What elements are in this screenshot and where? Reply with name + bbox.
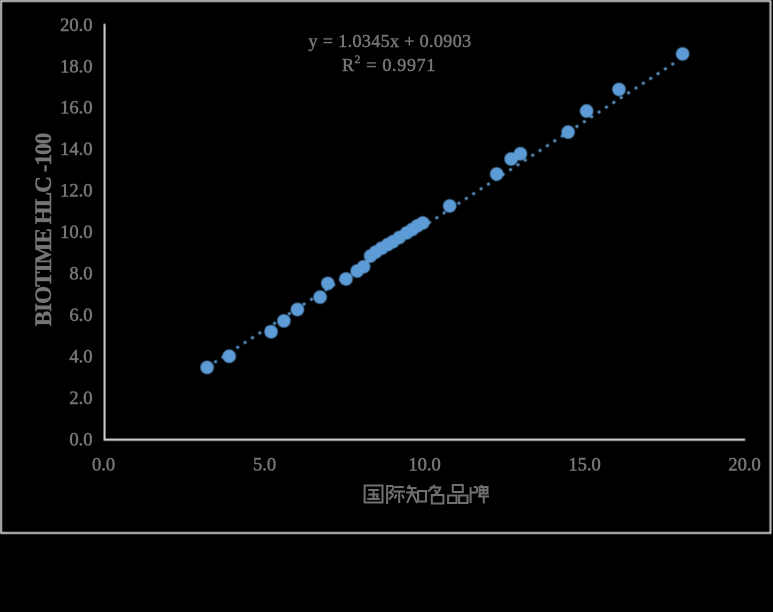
- svg-text:10.0: 10.0: [408, 455, 440, 475]
- svg-text:2.0: 2.0: [69, 389, 92, 409]
- svg-text:15.0: 15.0: [568, 455, 600, 475]
- svg-text:y = 1.0345x + 0.0903: y = 1.0345x + 0.0903: [309, 31, 472, 51]
- svg-text:18.0: 18.0: [60, 57, 92, 77]
- svg-text:16.0: 16.0: [60, 99, 92, 119]
- svg-text:4.0: 4.0: [69, 348, 92, 368]
- svg-text:0.0: 0.0: [69, 430, 92, 450]
- svg-text:6.0: 6.0: [69, 306, 92, 326]
- svg-text:14.0: 14.0: [60, 140, 92, 160]
- svg-text:12.0: 12.0: [60, 182, 92, 202]
- svg-text:0.0: 0.0: [92, 455, 115, 475]
- svg-text:10.0: 10.0: [60, 223, 92, 243]
- svg-text:20.0: 20.0: [60, 16, 92, 36]
- svg-text:R2 = 0.9971: R2 = 0.9971: [342, 54, 436, 75]
- svg-text:5.0: 5.0: [253, 455, 276, 475]
- svg-text:20.0: 20.0: [728, 455, 760, 475]
- svg-text:BIOTIME HLC -100: BIOTIME HLC -100: [31, 133, 56, 326]
- svg-text:8.0: 8.0: [69, 265, 92, 285]
